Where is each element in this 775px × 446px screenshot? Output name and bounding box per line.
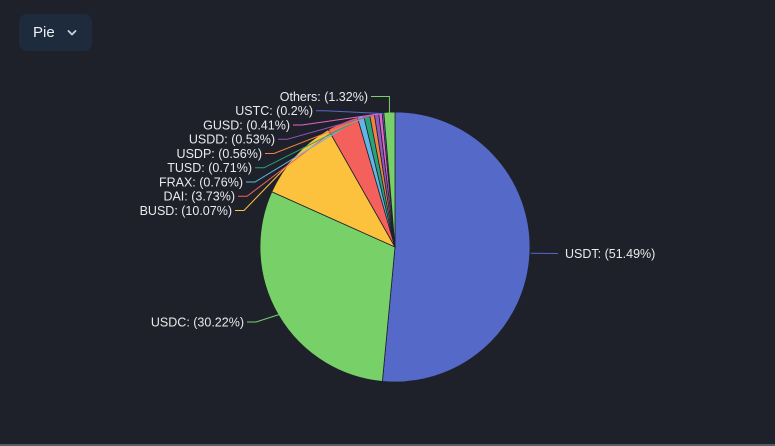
slice-connector-gusd	[293, 113, 381, 126]
window-bottom-edge	[0, 444, 775, 446]
slice-connector-ustc	[316, 110, 384, 115]
slice-label-tusd: TUSD: (0.71%)	[167, 161, 252, 175]
chart-type-dropdown-label: Pie	[33, 24, 55, 41]
slice-label-others: Others: (1.32%)	[280, 90, 368, 104]
pie-slice-usdt[interactable]	[381, 111, 531, 383]
slice-connector-frax	[246, 117, 362, 183]
slice-connector-busd	[235, 156, 297, 211]
slice-connector-others	[371, 96, 390, 114]
slice-connector-usdp	[265, 114, 373, 154]
slice-connector-tusd	[255, 115, 368, 169]
slice-connector-usdc	[247, 314, 280, 323]
slice-label-usdt: USDT: (51.49%)	[565, 247, 655, 261]
slice-label-usdc: USDC: (30.22%)	[151, 315, 244, 329]
slice-label-frax: FRAX: (0.76%)	[159, 175, 243, 189]
slice-label-usdd: USDD: (0.53%)	[189, 133, 275, 147]
slice-label-busd: BUSD: (10.07%)	[140, 204, 232, 218]
chevron-down-icon	[66, 27, 78, 39]
slice-connector-usdd	[278, 113, 377, 140]
slice-label-usdp: USDP: (0.56%)	[177, 147, 262, 161]
slice-label-dai: DAI: (3.73%)	[163, 190, 235, 204]
slice-label-gusd: GUSD: (0.41%)	[203, 118, 290, 132]
chart-type-dropdown[interactable]: Pie	[19, 14, 92, 51]
slice-label-ustc: USTC: (0.2%)	[235, 104, 313, 118]
pie-slice-busd[interactable]	[271, 129, 396, 248]
